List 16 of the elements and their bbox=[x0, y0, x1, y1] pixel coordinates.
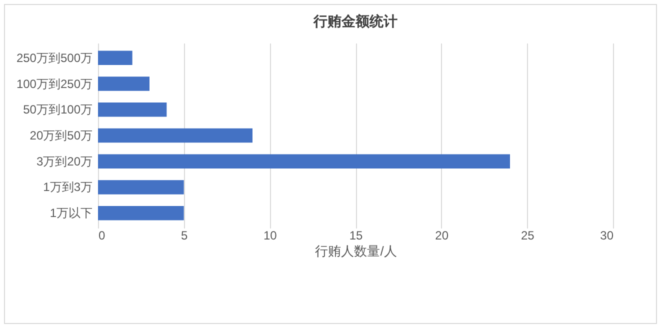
x-tick-label: 10 bbox=[263, 228, 278, 242]
y-tick-label: 3万到20万 bbox=[36, 154, 92, 168]
x-tick-label: 15 bbox=[349, 228, 363, 242]
chart-title: 行贿金额统计 bbox=[312, 13, 398, 29]
y-tick-label: 50万到100万 bbox=[23, 102, 92, 117]
x-tick-label: 0 bbox=[98, 228, 106, 242]
y-tick-label: 250万到500万 bbox=[16, 50, 92, 65]
x-tick-label: 25 bbox=[520, 228, 535, 242]
x-axis-title: 行贿人数量/人 bbox=[315, 244, 397, 258]
y-tick-label: 100万到250万 bbox=[16, 76, 92, 91]
y-tick-label: 1万以下 bbox=[50, 206, 92, 220]
x-tick-label: 5 bbox=[180, 228, 188, 242]
y-tick-label: 20万到50万 bbox=[30, 128, 92, 142]
y-tick-label: 1万到3万 bbox=[43, 180, 92, 194]
x-tick-label: 30 bbox=[600, 228, 614, 242]
x-tick-label: 20 bbox=[435, 228, 449, 242]
